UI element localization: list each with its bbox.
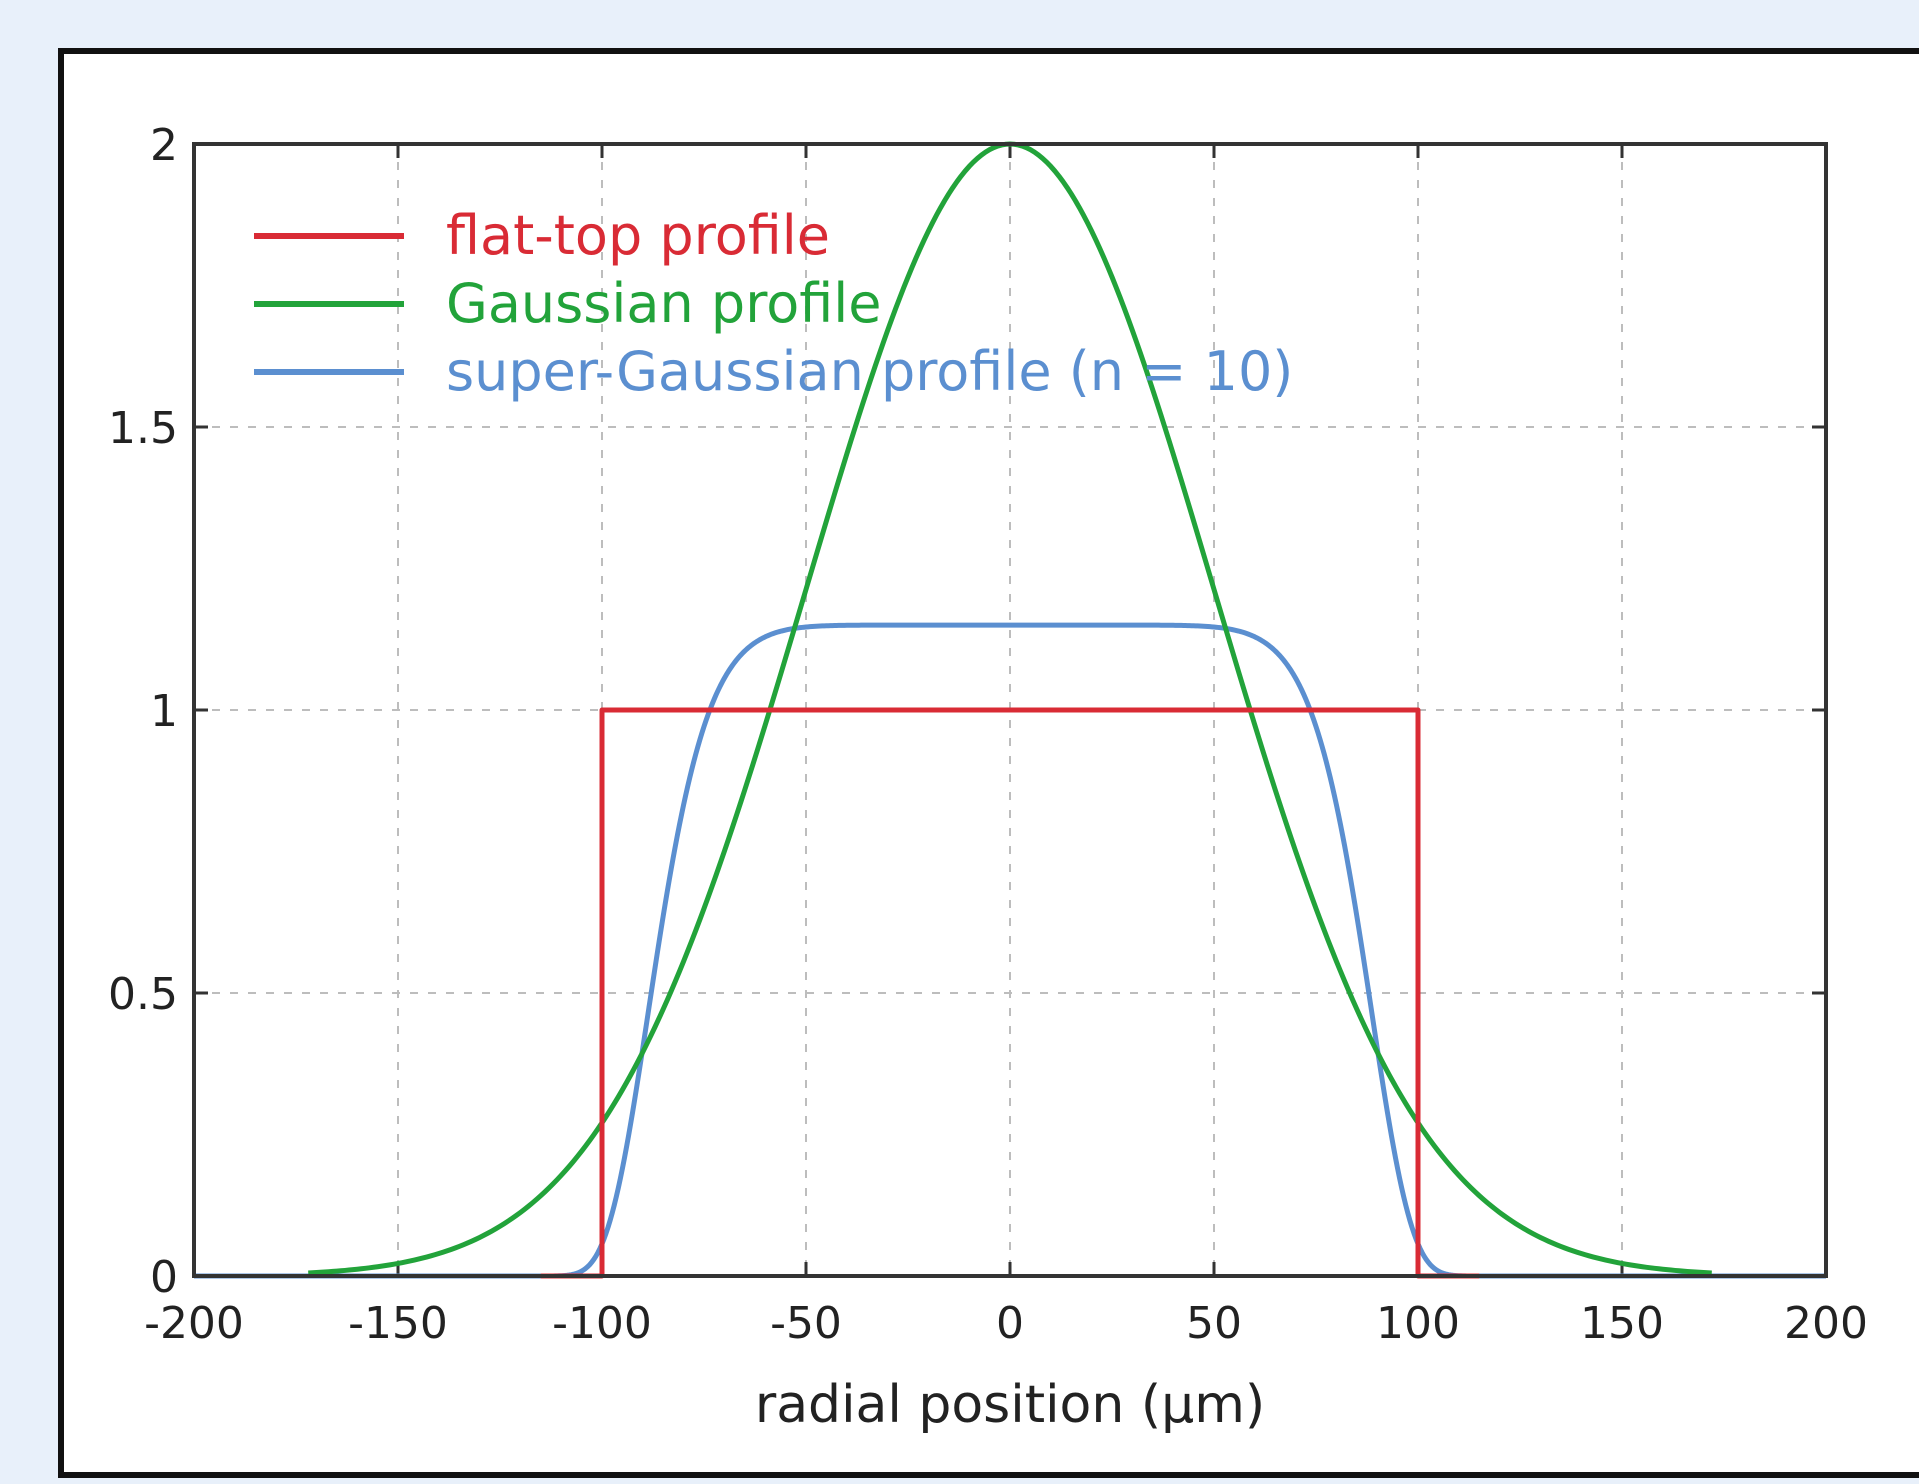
x-tick-label: 150 xyxy=(1580,1298,1664,1349)
legend-label-super-gaussian: super-Gaussian profile (n = 10) xyxy=(446,340,1293,403)
legend-label-gaussian: Gaussian profile xyxy=(446,272,881,335)
plot-area-border xyxy=(192,142,1828,1278)
y-tick-label: 1.5 xyxy=(108,403,178,454)
chart-frame: -200 -150 -100 -50 0 50 100 150 200 0 0.5 1 1.5 2 ra… xyxy=(58,48,1919,1478)
x-tick-label: -50 xyxy=(770,1298,842,1349)
x-tick-label: -150 xyxy=(348,1298,448,1349)
x-tick-label: -200 xyxy=(144,1298,244,1349)
y-tick-label: 0 xyxy=(150,1252,178,1303)
y-tick-label: 2 xyxy=(150,120,178,171)
x-tick-labels: -200 -150 -100 -50 0 50 100 150 200 xyxy=(144,1298,1868,1349)
x-tick-label: 100 xyxy=(1376,1298,1460,1349)
y-tick-labels: 0 0.5 1 1.5 2 xyxy=(108,120,178,1303)
series-line-super-gaussian xyxy=(194,622,1826,1279)
x-tick-label: 200 xyxy=(1784,1298,1868,1349)
x-tick-label: 50 xyxy=(1186,1298,1242,1349)
x-tick-label: -100 xyxy=(552,1298,652,1349)
y-tick-label: 0.5 xyxy=(108,969,178,1020)
x-axis-title: radial position (µm) xyxy=(755,1375,1265,1435)
legend-label-flat-top: flat-top profile xyxy=(446,204,830,267)
y-tick-label: 1 xyxy=(150,686,178,737)
x-tick-label: 0 xyxy=(996,1298,1024,1349)
chart: -200 -150 -100 -50 0 50 100 150 200 0 0.5 1 1.5 2 ra… xyxy=(108,120,1868,1435)
